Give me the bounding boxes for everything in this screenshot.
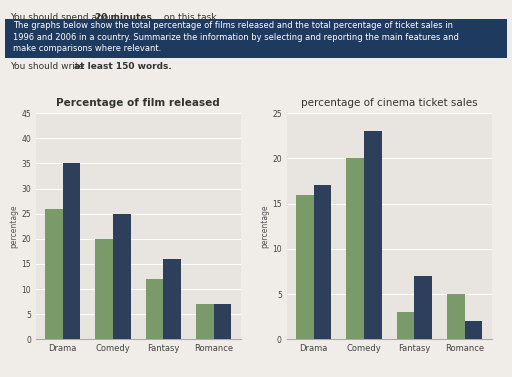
Bar bbox=[214, 304, 231, 339]
Title: Percentage of film released: Percentage of film released bbox=[56, 98, 220, 108]
Y-axis label: percentage: percentage bbox=[261, 204, 269, 248]
Bar bbox=[447, 294, 464, 339]
Text: You should spend about: You should spend about bbox=[10, 13, 121, 22]
Bar bbox=[95, 239, 113, 339]
Bar bbox=[296, 195, 314, 339]
Bar bbox=[414, 276, 432, 339]
Text: at least 150 words.: at least 150 words. bbox=[74, 62, 172, 71]
Text: 20 minutes: 20 minutes bbox=[95, 13, 152, 22]
Y-axis label: percentage: percentage bbox=[9, 204, 18, 248]
Bar bbox=[314, 185, 331, 339]
Bar bbox=[464, 321, 482, 339]
Bar bbox=[364, 131, 381, 339]
Bar bbox=[113, 214, 131, 339]
Bar bbox=[146, 279, 163, 339]
Bar bbox=[196, 304, 214, 339]
Text: You should write: You should write bbox=[10, 62, 87, 71]
Text: The graphs below show the total percentage of films released and the total perce: The graphs below show the total percenta… bbox=[13, 21, 459, 53]
Bar bbox=[163, 259, 181, 339]
Title: percentage of cinema ticket sales: percentage of cinema ticket sales bbox=[301, 98, 477, 108]
Bar bbox=[45, 208, 63, 339]
Bar bbox=[63, 163, 80, 339]
Bar bbox=[346, 158, 364, 339]
Bar bbox=[397, 312, 414, 339]
Text: on this task.: on this task. bbox=[161, 13, 220, 22]
